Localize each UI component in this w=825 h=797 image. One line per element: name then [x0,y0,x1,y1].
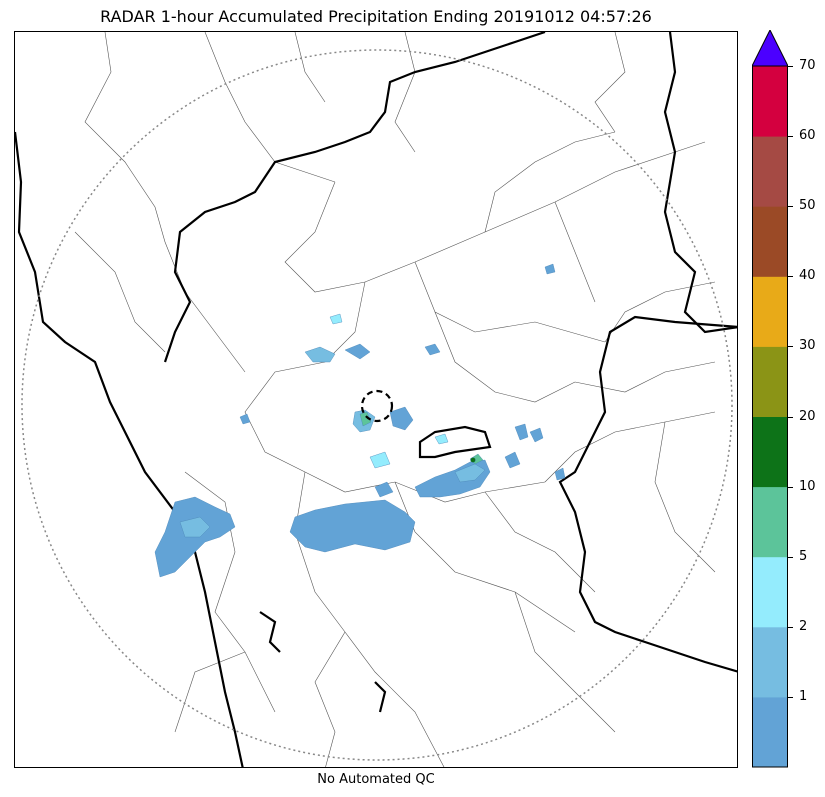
colorbar-tick-label: 40 [799,268,816,284]
colorbar-segment [752,206,788,277]
colorbar-segments [752,66,788,768]
colorbar-tick-mark [788,136,793,138]
colorbar-segment [752,346,788,417]
colorbar-tick-mark [788,626,793,628]
colorbar-segment [752,626,788,698]
colorbar-tick-label: 10 [799,478,816,494]
colorbar-tick-label: 70 [799,58,816,73]
colorbar-segment [752,416,788,488]
radar-map[interactable] [14,31,738,768]
district-boundaries [74,32,716,767]
colorbar-tick-mark [788,416,793,418]
colorbar [752,30,788,768]
colorbar-tick-mark [788,206,793,208]
colorbar-tick-label: 1 [799,688,808,704]
map-title: RADAR 1-hour Accumulated Precipitation E… [100,7,652,26]
colorbar-tick-mark [788,346,793,348]
colorbar-segment [752,276,788,347]
colorbar-tick-label: 20 [799,408,816,424]
radar-site-marker [360,389,394,423]
range-ring [21,49,733,761]
colorbar-tick-label: 50 [799,198,816,214]
colorbar-segment [752,486,788,558]
colorbar-segment [752,556,788,628]
precipitation-areas [154,263,566,578]
state-boundaries [15,32,737,767]
colorbar-tick-mark [788,66,793,67]
colorbar-tick-mark [788,556,793,558]
colorbar-tick-label: 5 [799,548,808,564]
colorbar-tick-label: 60 [799,128,816,144]
colorbar-extend-arrow [752,30,788,67]
colorbar-tick-mark [788,276,793,278]
colorbar-tick-label: 2 [799,618,808,634]
colorbar-segment [752,66,788,137]
colorbar-tick-mark [788,486,793,488]
colorbar-tick-label: 30 [799,338,816,354]
colorbar-tick-mark [788,696,793,698]
map-canvas [15,32,737,767]
qc-status: No Automated QC [317,772,435,787]
colorbar-segment [752,136,788,207]
colorbar-segment [752,696,788,768]
